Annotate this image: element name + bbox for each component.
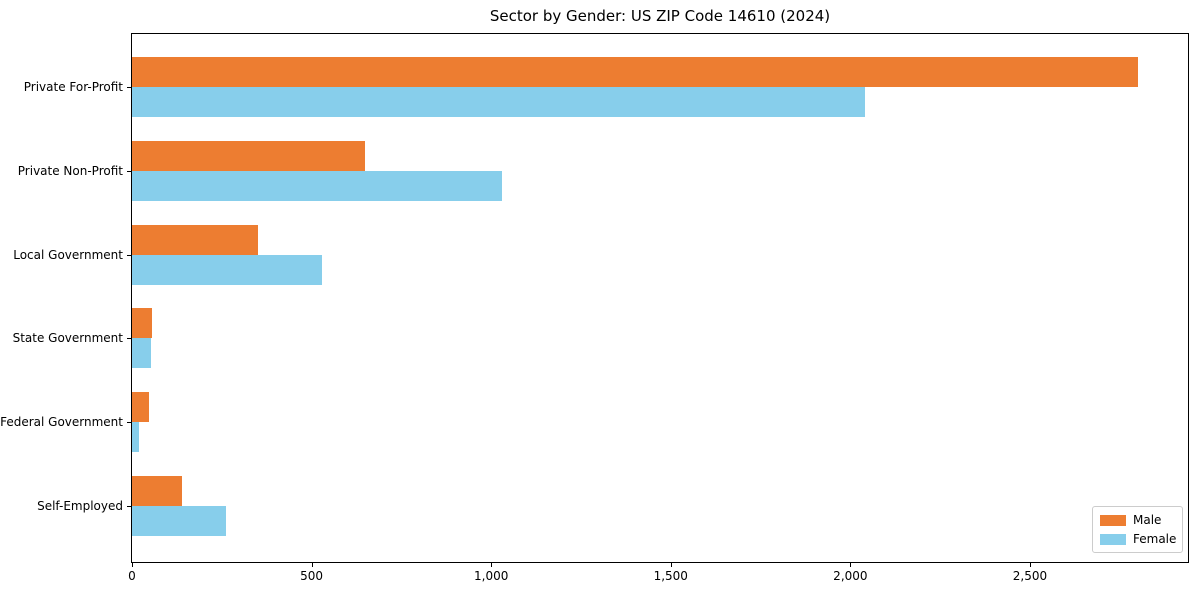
bar-male-local-government (132, 224, 259, 255)
bar-female-private-non-profit (132, 170, 502, 201)
x-tick-label-1500: 1,500 (653, 569, 688, 583)
y-axis-label-federal-government: Federal Government (0, 415, 123, 430)
y-axis-label-self-employed: Self-Employed (37, 499, 123, 513)
x-tick-label-0: 0 (128, 569, 136, 583)
x-tick-label-500: 500 (300, 569, 324, 583)
y-tick-mark (127, 87, 131, 88)
x-tick-label-1000: 1,000 (473, 569, 509, 583)
y-axis-label-state-government: State Government (12, 331, 123, 346)
x-tick-mark (311, 563, 313, 567)
x-tick-mark (1029, 563, 1031, 567)
bar-female-federal-government (132, 422, 140, 453)
bar-female-local-government (132, 254, 322, 285)
bar-male-state-government (132, 308, 152, 339)
x-tick-mark (132, 563, 133, 567)
y-tick-mark (127, 170, 131, 172)
legend-swatch-male (1100, 514, 1126, 526)
bar-male-self-employed (132, 476, 182, 506)
y-tick-mark (127, 254, 131, 256)
legend-entry-male: Male (1100, 513, 1182, 527)
x-tick-label-2500: 2,500 (1012, 569, 1048, 583)
y-axis-label-private-non-profit: Private Non-Profit (17, 163, 123, 178)
y-tick-mark (127, 422, 131, 424)
bar-female-private-for-profit (132, 87, 865, 117)
legend-swatch-female (1100, 533, 1126, 545)
chart-title: Sector by Gender: US ZIP Code 14610 (202… (489, 7, 831, 25)
bar-male-federal-government (132, 392, 149, 423)
bar-male-private-for-profit (132, 57, 1138, 87)
y-tick-mark (127, 338, 131, 340)
x-tick-label-2000: 2,000 (833, 569, 868, 583)
bar-female-state-government (132, 338, 151, 369)
legend-entry-female: Female (1100, 532, 1182, 546)
legend: Male Female (1092, 506, 1183, 553)
y-tick-mark (127, 506, 131, 507)
bar-female-self-employed (132, 506, 226, 536)
x-tick-mark (491, 563, 493, 567)
x-tick-mark (850, 563, 852, 567)
bar-male-private-non-profit (132, 140, 366, 171)
x-tick-mark (670, 563, 672, 567)
y-axis-label-local-government: Local Government (13, 247, 123, 262)
legend-label-male: Male (1133, 513, 1162, 527)
y-axis-label-private-for-profit: Private For-Profit (23, 80, 123, 94)
plot-area (131, 33, 1189, 563)
legend-label-female: Female (1133, 532, 1177, 546)
